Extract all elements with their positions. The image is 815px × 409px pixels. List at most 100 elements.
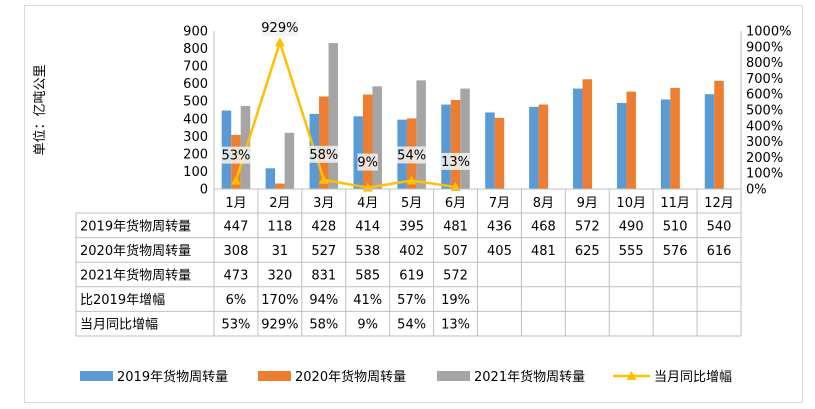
table-cell: 395 <box>399 219 424 234</box>
bar-1-6 <box>441 104 451 189</box>
table-cell: 616 <box>707 244 732 259</box>
legend-swatch-3 <box>437 371 470 381</box>
table-cell: 6% <box>226 293 247 308</box>
y-axis-title: 单位：亿吨公里 <box>33 64 48 155</box>
legend-swatch-marker <box>626 371 637 380</box>
table-cell: 94% <box>309 293 338 308</box>
table-cell: 118 <box>267 219 292 234</box>
y-tick-label: 900 <box>183 25 208 40</box>
bar-2-4 <box>362 94 373 189</box>
table-row-label: 2020年货物周转量 <box>80 243 191 259</box>
table-cell: 57% <box>397 293 426 308</box>
y2-tick-label: 100% <box>746 167 783 182</box>
y2-tick-label: 200% <box>746 151 783 166</box>
legend-swatch-1 <box>80 371 113 381</box>
y-tick-label: 0 <box>200 183 208 198</box>
y-tick-label: 300 <box>183 130 208 145</box>
legend-swatch-2 <box>258 371 291 381</box>
x-tick-label: 6月 <box>445 196 466 211</box>
bar-1-11 <box>660 99 671 189</box>
x-tick-label: 4月 <box>357 196 378 211</box>
line-marker-2 <box>274 37 285 47</box>
table-cell: 527 <box>311 244 336 259</box>
table-cell: 9% <box>357 318 378 333</box>
table-cell: 576 <box>663 244 688 259</box>
table-cell: 414 <box>355 219 380 234</box>
bar-3-2 <box>284 132 295 189</box>
bar-2-12 <box>714 80 724 189</box>
table-cell: 447 <box>224 219 249 234</box>
bar-2-2 <box>275 183 285 189</box>
x-tick-label: 2月 <box>269 196 290 211</box>
y-tick-label: 600 <box>183 77 208 92</box>
table-cell: 831 <box>311 269 336 284</box>
data-label: 929% <box>261 21 298 36</box>
data-label-bg <box>357 153 378 171</box>
x-tick-label: 12月 <box>704 196 734 211</box>
y2-tick-label: 900% <box>746 40 783 55</box>
table-row-label: 2019年货物周转量 <box>80 218 191 234</box>
x-tick-label: 11月 <box>660 196 690 211</box>
y-tick-label: 400 <box>183 112 208 127</box>
legend-label: 2021年货物周转量 <box>474 369 585 385</box>
bar-1-4 <box>353 116 363 189</box>
data-label-bg <box>397 146 426 164</box>
y-tick-label: 200 <box>183 147 208 162</box>
x-tick-label: 5月 <box>401 196 422 211</box>
table-cell: 13% <box>441 318 470 333</box>
table-cell: 170% <box>261 293 298 308</box>
table-cell: 53% <box>222 318 251 333</box>
y-tick-label: 100 <box>183 165 208 180</box>
x-tick-label: 1月 <box>225 196 246 211</box>
y2-tick-label: 500% <box>746 104 783 119</box>
y-tick-label: 700 <box>183 60 208 75</box>
y2-tick-label: 800% <box>746 56 783 71</box>
table-cell: 481 <box>531 244 556 259</box>
table-cell: 490 <box>619 219 644 234</box>
bar-3-4 <box>372 86 382 189</box>
table-cell: 41% <box>353 293 382 308</box>
bar-2-6 <box>450 99 461 189</box>
x-tick-label: 8月 <box>533 196 554 211</box>
table-cell: 572 <box>575 219 600 234</box>
legend-label: 2019年货物周转量 <box>117 369 228 385</box>
y2-tick-label: 600% <box>746 88 783 103</box>
x-tick-label: 9月 <box>577 196 598 211</box>
line-series-yoy <box>234 38 456 189</box>
legend-label: 2020年货物周转量 <box>295 369 406 385</box>
table-cell: 402 <box>399 244 424 259</box>
table-cell: 19% <box>441 293 470 308</box>
bar-2-11 <box>670 87 680 189</box>
bar-3-6 <box>460 88 470 189</box>
table-cell: 54% <box>397 318 426 333</box>
data-label: 58% <box>309 148 338 163</box>
table-cell: 468 <box>531 219 556 234</box>
table-cell: 572 <box>443 269 468 284</box>
data-label: 54% <box>397 148 426 163</box>
y2-tick-label: 400% <box>746 119 783 134</box>
y2-tick-label: 0% <box>746 183 767 198</box>
x-tick-label: 7月 <box>489 196 510 211</box>
table-row-label: 比2019年增幅 <box>80 293 165 308</box>
chart-frame <box>24 5 803 403</box>
legend-label: 当月同比增幅 <box>654 370 732 385</box>
bar-3-5 <box>416 80 426 189</box>
bar-1-9 <box>573 88 583 189</box>
table-cell: 428 <box>311 219 336 234</box>
bar-2-9 <box>582 79 593 189</box>
table-cell: 929% <box>261 318 298 333</box>
table-cell: 31 <box>272 244 289 259</box>
table-cell: 405 <box>487 244 512 259</box>
data-label-bg <box>221 146 251 164</box>
table-cell: 320 <box>267 269 292 284</box>
table-cell: 436 <box>487 219 512 234</box>
data-label-bg <box>441 152 470 170</box>
bar-1-12 <box>704 94 715 189</box>
table-cell: 619 <box>399 269 424 284</box>
table-cell: 585 <box>355 269 380 284</box>
bar-3-3 <box>328 43 339 189</box>
bar-2-8 <box>538 104 549 189</box>
y2-tick-label: 300% <box>746 135 783 150</box>
table-cell: 538 <box>355 244 380 259</box>
bar-2-7 <box>494 117 505 189</box>
